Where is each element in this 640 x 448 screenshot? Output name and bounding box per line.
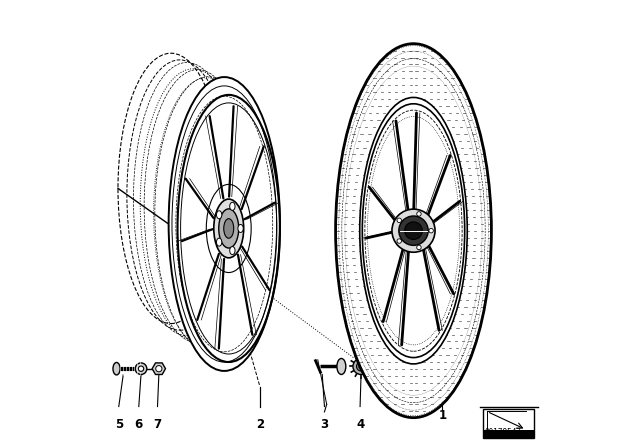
Ellipse shape bbox=[360, 98, 467, 364]
Ellipse shape bbox=[353, 358, 369, 375]
Ellipse shape bbox=[214, 199, 244, 258]
Ellipse shape bbox=[206, 185, 251, 272]
Ellipse shape bbox=[219, 209, 239, 248]
Ellipse shape bbox=[216, 238, 222, 246]
Ellipse shape bbox=[138, 366, 144, 371]
Ellipse shape bbox=[168, 77, 280, 371]
FancyBboxPatch shape bbox=[483, 409, 534, 438]
Ellipse shape bbox=[399, 216, 428, 246]
Ellipse shape bbox=[113, 362, 120, 375]
Ellipse shape bbox=[404, 222, 422, 240]
Ellipse shape bbox=[337, 358, 346, 375]
Ellipse shape bbox=[397, 218, 401, 223]
Text: 7: 7 bbox=[154, 418, 161, 431]
Ellipse shape bbox=[335, 44, 492, 418]
FancyBboxPatch shape bbox=[483, 430, 534, 438]
Ellipse shape bbox=[417, 212, 421, 216]
Ellipse shape bbox=[216, 211, 222, 219]
Ellipse shape bbox=[397, 239, 401, 243]
Text: 2: 2 bbox=[256, 418, 264, 431]
Text: 1: 1 bbox=[438, 409, 447, 422]
Ellipse shape bbox=[230, 202, 235, 210]
Ellipse shape bbox=[224, 219, 234, 238]
Text: 5: 5 bbox=[115, 418, 123, 431]
Ellipse shape bbox=[392, 209, 435, 252]
Text: 3: 3 bbox=[321, 418, 328, 431]
Text: 6: 6 bbox=[134, 418, 143, 431]
Ellipse shape bbox=[156, 366, 162, 372]
Ellipse shape bbox=[135, 363, 147, 375]
Ellipse shape bbox=[230, 246, 235, 254]
Text: 00178547: 00178547 bbox=[485, 428, 522, 437]
Text: 4: 4 bbox=[356, 418, 364, 431]
Polygon shape bbox=[152, 363, 166, 375]
Ellipse shape bbox=[356, 362, 365, 371]
Ellipse shape bbox=[238, 224, 243, 233]
Ellipse shape bbox=[429, 228, 433, 233]
Ellipse shape bbox=[417, 245, 421, 250]
Ellipse shape bbox=[359, 364, 363, 369]
